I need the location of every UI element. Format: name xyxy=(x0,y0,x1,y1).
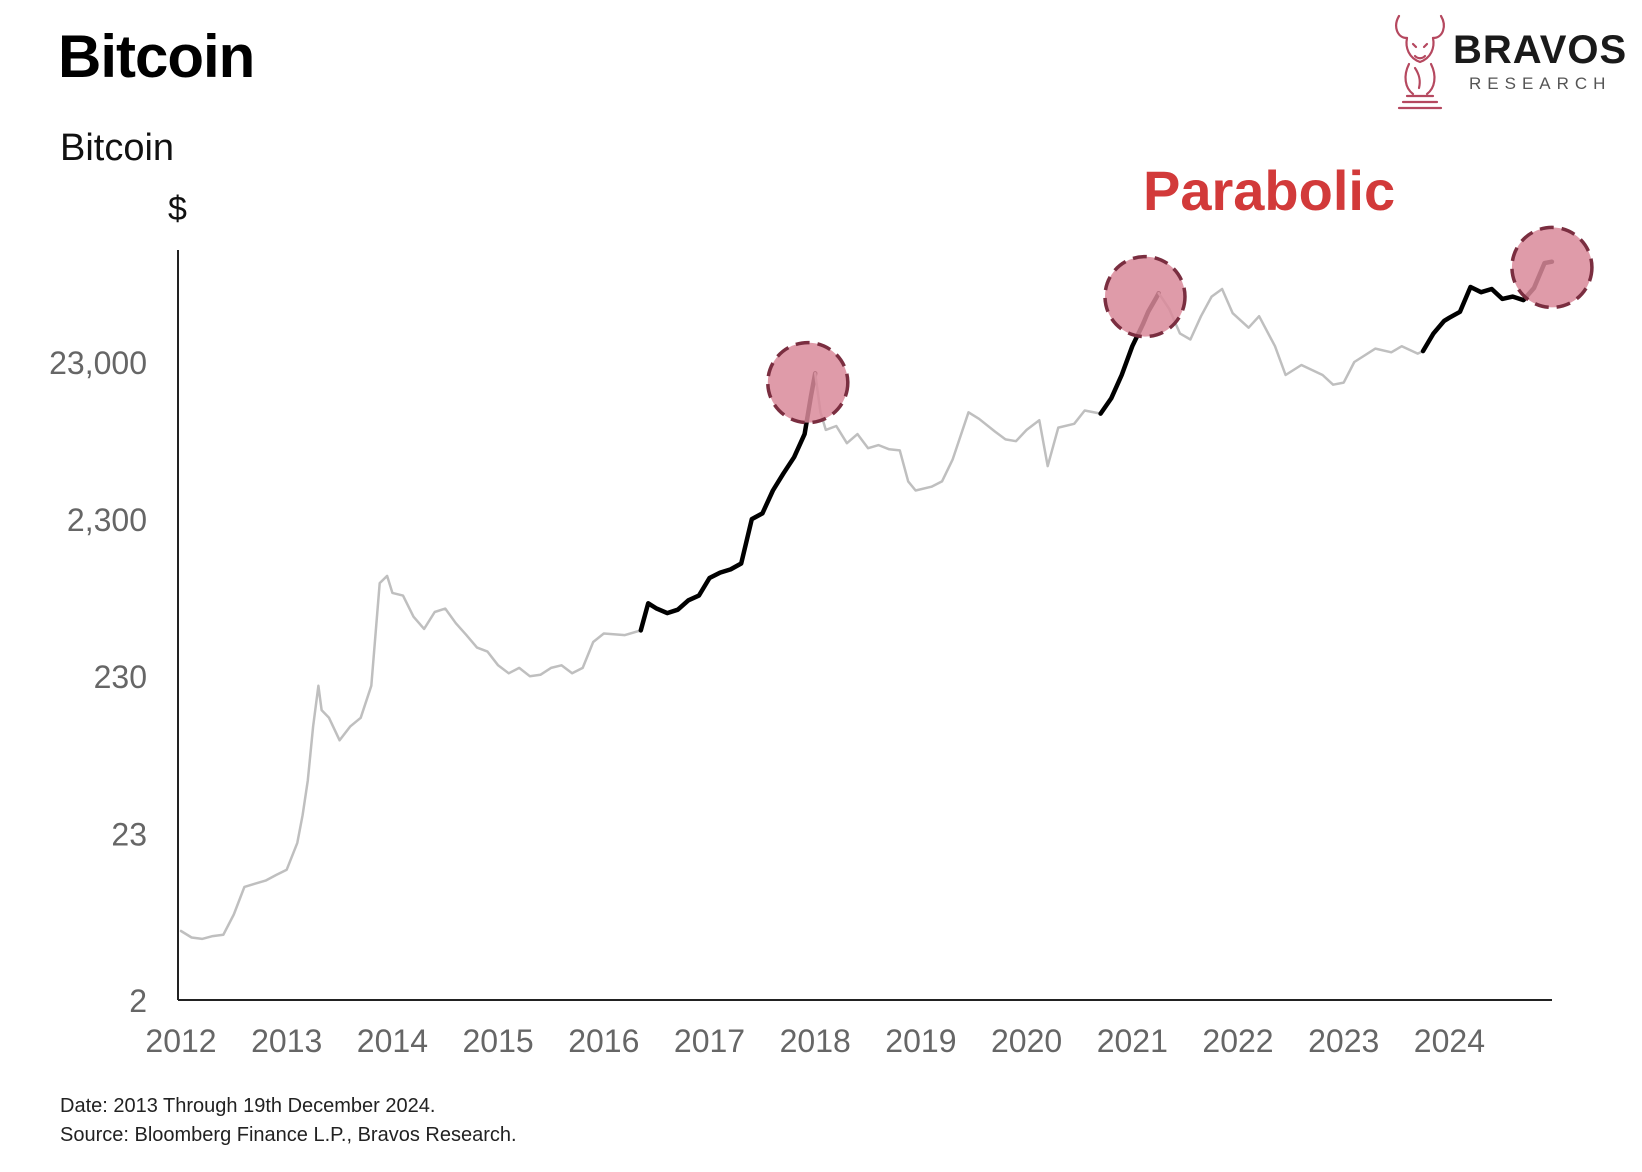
parabolic-highlight-circle xyxy=(1103,254,1187,339)
logo-subtitle: RESEARCH xyxy=(1469,74,1612,93)
brand-logo: BRAVOS RESEARCH xyxy=(1385,8,1635,116)
parabolic-highlights xyxy=(766,225,1594,425)
x-tick-label: 2023 xyxy=(1308,1023,1379,1059)
x-tick-label: 2022 xyxy=(1202,1023,1273,1059)
x-tick-label: 2020 xyxy=(991,1023,1062,1059)
footnote-source: Source: Bloomberg Finance L.P., Bravos R… xyxy=(60,1124,517,1146)
footnote-date: Date: 2013 Through 19th December 2024. xyxy=(60,1095,436,1117)
logo-wordmark: BRAVOS xyxy=(1453,28,1628,72)
chart-subtitle: Bitcoin xyxy=(60,127,174,169)
price-line xyxy=(1157,287,1425,386)
y-tick-label: 2 xyxy=(129,983,147,1019)
tick-labels: 2 23 230 2,300 23,000 2012 2013 2014 2015 2016 201… xyxy=(49,345,1485,1059)
x-tick-label: 2014 xyxy=(357,1023,428,1059)
y-tick-label: 2,300 xyxy=(67,502,147,538)
price-lines xyxy=(179,259,1555,941)
parabolic-highlight-circle xyxy=(1510,225,1594,310)
parabolic-highlight-circle xyxy=(766,340,850,425)
y-axis-label: $ xyxy=(168,190,187,228)
x-tick-label: 2018 xyxy=(780,1023,851,1059)
x-tick-label: 2019 xyxy=(885,1023,956,1059)
y-tick-label: 23,000 xyxy=(49,345,147,381)
price-line xyxy=(179,574,643,941)
chart-axes xyxy=(177,250,1552,1001)
x-tick-label: 2024 xyxy=(1414,1023,1485,1059)
y-tick-label: 23 xyxy=(111,816,147,852)
page-title: Bitcoin xyxy=(58,23,255,90)
x-tick-label: 2016 xyxy=(568,1023,639,1059)
x-tick-label: 2012 xyxy=(145,1023,216,1059)
price-line xyxy=(813,372,1102,492)
parabolic-segment-line xyxy=(638,371,818,633)
x-tick-label: 2017 xyxy=(674,1023,745,1059)
parabolic-annotation: Parabolic xyxy=(1143,159,1395,222)
y-tick-label: 230 xyxy=(94,659,147,695)
x-tick-label: 2021 xyxy=(1097,1023,1168,1059)
x-tick-label: 2015 xyxy=(463,1023,534,1059)
bull-icon xyxy=(1395,14,1445,110)
x-tick-label: 2013 xyxy=(251,1023,322,1059)
